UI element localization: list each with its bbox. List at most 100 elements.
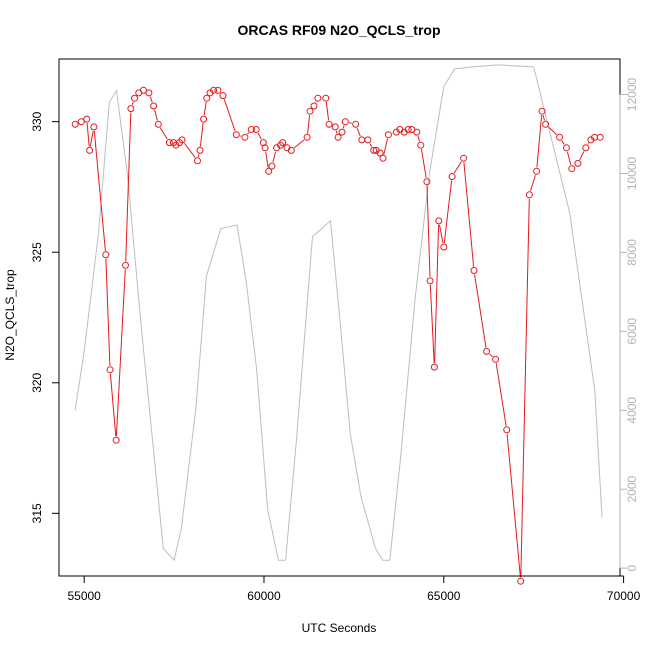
y2-tick-label: 10000 (625, 156, 639, 190)
n2o-point (417, 141, 425, 149)
y2-tick-label: 12000 (625, 78, 639, 112)
n2o-point (83, 115, 91, 123)
x-axis-label: UTC Seconds (302, 621, 377, 635)
n2o-segment (257, 132, 262, 140)
n2o-segment (265, 151, 269, 168)
n2o-point (525, 191, 533, 199)
n2o-segment (247, 132, 250, 135)
n2o-segment (294, 139, 305, 149)
n2o-point (322, 94, 330, 102)
n2o-point (358, 136, 366, 144)
n2o-point (71, 120, 79, 128)
n2o-segment (453, 161, 462, 174)
n2o-point (517, 577, 525, 585)
n2o-point (331, 123, 339, 131)
n2o-segment (587, 143, 590, 145)
n2o-point (338, 128, 346, 136)
n2o-point (112, 436, 120, 444)
n2o-point (404, 126, 412, 133)
n2o-point (582, 144, 590, 152)
x-axis: 55000 60000 65000 70000 (67, 575, 641, 603)
y-axis-left: 315 320 325 330 (30, 111, 60, 523)
y2-tick-label: 6000 (625, 318, 639, 345)
n2o-point (568, 165, 576, 173)
n2o-point (574, 159, 582, 167)
n2o-point (364, 136, 372, 144)
n2o-point (325, 120, 333, 128)
n2o-point (232, 131, 240, 139)
n2o-point (542, 120, 550, 128)
n2o-point (423, 178, 431, 186)
n2o-segment (548, 126, 558, 135)
n2o-segment (125, 112, 132, 262)
n2o-segment (154, 109, 158, 121)
n2o-segment (183, 142, 196, 158)
n2o-segment (495, 363, 507, 426)
altitude-series (74, 64, 603, 562)
x-tick-label: 55000 (67, 589, 101, 603)
n2o-segment (383, 138, 388, 155)
n2o-segment (417, 135, 421, 142)
n2o-segment (429, 284, 435, 364)
n2o-segment (149, 96, 153, 103)
n2o-segment (335, 130, 338, 134)
n2o-segment (474, 274, 487, 348)
n2o-segment (109, 373, 117, 437)
n2o-segment (199, 122, 204, 147)
n2o-point (430, 363, 438, 371)
n2o-segment (536, 115, 543, 168)
y-tick-label: 315 (30, 503, 44, 523)
altitude-line (74, 64, 603, 562)
n2o-point (460, 154, 468, 162)
n2o-point (426, 277, 434, 285)
n2o-segment (420, 149, 427, 178)
n2o-segment (579, 151, 585, 161)
n2o-point (165, 139, 173, 147)
x-tick-label: 70000 (607, 589, 641, 603)
n2o-point (122, 261, 129, 269)
n2o-point (86, 146, 94, 154)
n2o-point (310, 102, 318, 110)
n2o-point (90, 123, 98, 131)
n2o-segment (463, 162, 475, 267)
n2o-segment (197, 154, 200, 158)
n2o-point (556, 133, 564, 141)
n2o-point (265, 167, 273, 175)
y2-tick-label: 2000 (625, 476, 639, 503)
n2o-point (303, 133, 311, 141)
y2-tick-label: 0 (625, 564, 639, 571)
n2o-point (178, 136, 186, 144)
n2o-segment (561, 140, 565, 145)
n2o-segment (93, 130, 106, 251)
n2o-segment (325, 102, 330, 121)
n2o-point (448, 173, 456, 180)
n2o-segment (115, 269, 126, 437)
n2o-segment (566, 151, 572, 165)
n2o-point (435, 217, 443, 225)
n2o-point (370, 146, 378, 154)
n2o-point (440, 243, 448, 251)
n2o-segment (272, 151, 277, 163)
y2-tick-label: 4000 (625, 397, 639, 424)
n2o-point (503, 426, 511, 434)
n2o-point (533, 167, 541, 175)
n2o-point (268, 162, 276, 170)
n2o-point (102, 251, 110, 259)
n2o-point (470, 267, 478, 274)
y-axis-label: N2O_QCLS_trop (3, 269, 17, 361)
n2o-point (219, 92, 227, 100)
n2o-segment (131, 101, 134, 105)
n2o-point (210, 86, 218, 94)
n2o-point (241, 133, 249, 141)
n2o-point (145, 89, 153, 97)
n2o-point (334, 133, 342, 141)
n2o-point (341, 118, 349, 126)
n2o-point (140, 86, 147, 94)
n2o-point (247, 126, 255, 133)
n2o-point (194, 157, 201, 165)
n2o-segment (434, 224, 440, 364)
n2o-point (596, 133, 604, 141)
n2o-segment (530, 174, 536, 192)
y-tick-label: 320 (30, 372, 44, 392)
